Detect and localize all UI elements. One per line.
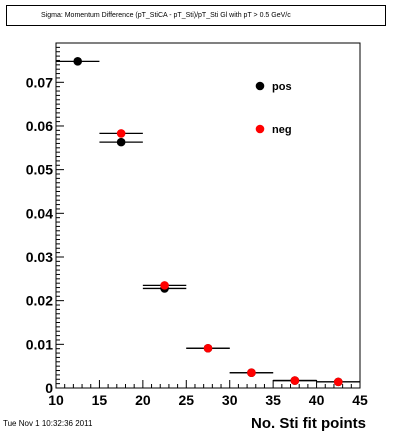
x-tick-label: 40 — [309, 392, 325, 408]
plot-frame — [55, 42, 361, 389]
data-point-pos — [116, 137, 126, 147]
timestamp: Tue Nov 1 10:32:36 2011 — [3, 419, 93, 428]
x-tick-label: 45 — [352, 392, 368, 408]
y-tick-label: 0.07 — [26, 74, 53, 90]
x-tick-label: 30 — [222, 392, 238, 408]
legend: pos neg — [255, 81, 292, 136]
legend-marker-pos — [255, 81, 265, 91]
data-point-neg — [247, 368, 256, 378]
y-tick-label: 0.03 — [26, 249, 53, 265]
series-neg — [99, 129, 360, 387]
legend-label-pos: pos — [272, 81, 292, 93]
data-point-pos — [73, 57, 83, 66]
x-tick-label: 15 — [92, 392, 108, 408]
data-points — [56, 57, 360, 387]
y-tick-label: 0.04 — [26, 205, 53, 221]
y-tick-label: 0.02 — [26, 293, 53, 309]
legend-label-neg: neg — [272, 124, 292, 136]
x-tick-label: 25 — [178, 392, 194, 408]
y-tick-label: 0 — [45, 380, 53, 396]
data-point-neg — [290, 376, 300, 385]
y-tick-label: 0.06 — [26, 118, 53, 134]
data-point-neg — [203, 343, 213, 353]
x-tick-label: 10 — [48, 392, 64, 408]
legend-marker-neg — [255, 124, 265, 134]
axes: 10 15 20 25 30 35 40 45 0 0.01 0.02 0.03 0.04 0.05 0.0… — [26, 46, 368, 432]
plot-frame-rect — [55, 42, 361, 389]
x-tick-label: 35 — [265, 392, 281, 408]
data-point-neg — [160, 281, 169, 290]
data-point-neg — [116, 129, 126, 138]
x-axis-label: No. Sti fit points — [251, 415, 366, 432]
x-tick-label: 20 — [135, 392, 151, 408]
series-pos — [56, 57, 360, 387]
y-tick-label: 0.05 — [26, 162, 53, 178]
data-point-neg — [333, 377, 343, 387]
chart-title: Sigma: Momentum Difference (pT_StiCA - p… — [6, 5, 386, 26]
y-tick-label: 0.01 — [26, 336, 53, 352]
